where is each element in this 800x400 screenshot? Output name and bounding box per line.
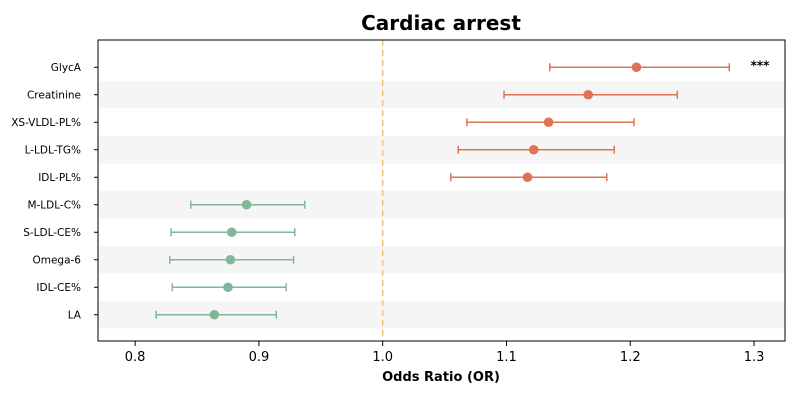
or-point xyxy=(522,172,533,183)
row-label: M-LDL-C% xyxy=(27,200,81,212)
or-point xyxy=(583,89,593,100)
or-point xyxy=(226,227,237,238)
or-point xyxy=(209,309,220,320)
row-label: GlycA xyxy=(51,62,82,74)
x-axis-label: Odds Ratio (OR) xyxy=(382,370,500,385)
or-point xyxy=(543,117,554,128)
significance-annotation: *** xyxy=(751,58,771,72)
data-marks: *** xyxy=(155,58,771,320)
x-tick-label: 1.3 xyxy=(744,350,765,365)
x-tick-label: 1.0 xyxy=(372,350,393,365)
row-label: XS-VLDL-PL% xyxy=(11,117,81,129)
x-tick-label: 1.2 xyxy=(620,350,641,365)
x-tick-label: 0.8 xyxy=(125,350,146,365)
or-point xyxy=(241,199,252,210)
row-label: IDL-PL% xyxy=(38,172,81,184)
x-axis: 0.8 0.9 1.0 1.1 1.2 1.3 xyxy=(125,341,765,365)
row-label: IDL-CE% xyxy=(36,282,81,294)
row-label: Omega-6 xyxy=(32,255,81,267)
row-label: L-LDL-TG% xyxy=(25,145,81,157)
row-label: S-LDL-CE% xyxy=(23,227,81,239)
or-point xyxy=(631,62,642,73)
x-tick-label: 1.1 xyxy=(496,350,517,365)
x-tick-label: 0.9 xyxy=(249,350,270,365)
y-axis-labels: GlycA Creatinine XS-VLDL-PL% L-LDL-TG% IDL-P… xyxy=(11,62,98,322)
row-band xyxy=(98,136,785,164)
chart-title: Cardiac arrest xyxy=(361,11,521,35)
or-point xyxy=(223,282,233,293)
or-point xyxy=(528,144,539,155)
row-label: Creatinine xyxy=(27,90,81,102)
row-label: LA xyxy=(68,310,82,322)
or-point xyxy=(225,254,236,265)
plot-frame xyxy=(97,39,786,342)
row-band xyxy=(98,81,785,109)
